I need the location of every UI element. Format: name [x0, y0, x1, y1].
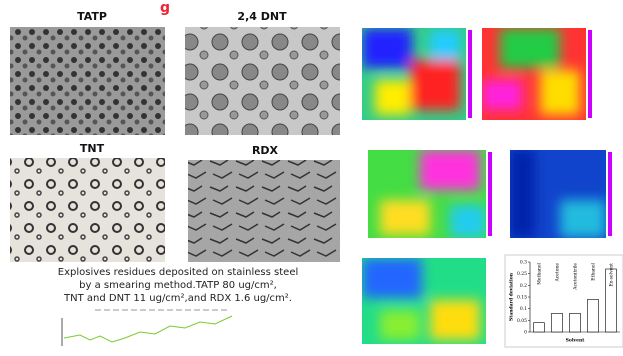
- caption-line: by a smearing method.TATP 80 ug/cm²,: [79, 280, 277, 291]
- micrograph: [10, 27, 165, 135]
- category-label: Methanol: [537, 262, 543, 284]
- y-tick-label: 0.15: [517, 295, 527, 301]
- caption-line: Explosives residues deposited on stainle…: [58, 267, 299, 278]
- y-tick-label: 0.2: [520, 283, 527, 289]
- image-label: TNT: [80, 142, 105, 155]
- y-tick-label: 0.05: [517, 318, 527, 324]
- micrograph: [10, 158, 165, 262]
- micrograph: [185, 27, 340, 135]
- heatmap: [368, 150, 486, 238]
- image-label: 2,4 DNT: [237, 10, 287, 23]
- caption-line: TNT and DNT 11 ug/cm²,and RDX 1.6 ug/cm²…: [63, 293, 292, 304]
- bar: [534, 323, 545, 332]
- category-label: Acetonitrile: [573, 263, 579, 291]
- y-tick-label: 0.25: [517, 271, 527, 277]
- title-fragment: g: [160, 0, 170, 16]
- chart-frame: [505, 255, 623, 347]
- slide: g TATP 2,4 DNT TNT RDX Explosives residu…: [0, 0, 623, 352]
- spectrum-thumbnail: [62, 310, 232, 346]
- y-tick-label: 0.3: [520, 260, 527, 266]
- y-tick-label: 0: [524, 330, 527, 336]
- y-tick-label: 0.1: [520, 306, 527, 312]
- heatmap: [362, 28, 466, 120]
- bar: [570, 313, 581, 332]
- category-label: Ex-solvent: [609, 263, 615, 287]
- y-axis-label: Standard deviation: [509, 272, 515, 321]
- x-axis-label: Solvent: [566, 338, 586, 344]
- image-label: TATP: [77, 10, 107, 23]
- heatmap: [362, 258, 486, 344]
- image-label: RDX: [252, 144, 279, 157]
- micrograph: [188, 160, 340, 262]
- heatmap: [482, 28, 586, 120]
- category-label: Ethanol: [591, 262, 597, 280]
- bar: [588, 299, 599, 332]
- category-label: Acetone: [555, 263, 561, 283]
- page: {"header": {"title_fragment": "g"}, "ima…: [0, 0, 623, 352]
- bar: [552, 313, 563, 332]
- heatmap: [510, 150, 606, 238]
